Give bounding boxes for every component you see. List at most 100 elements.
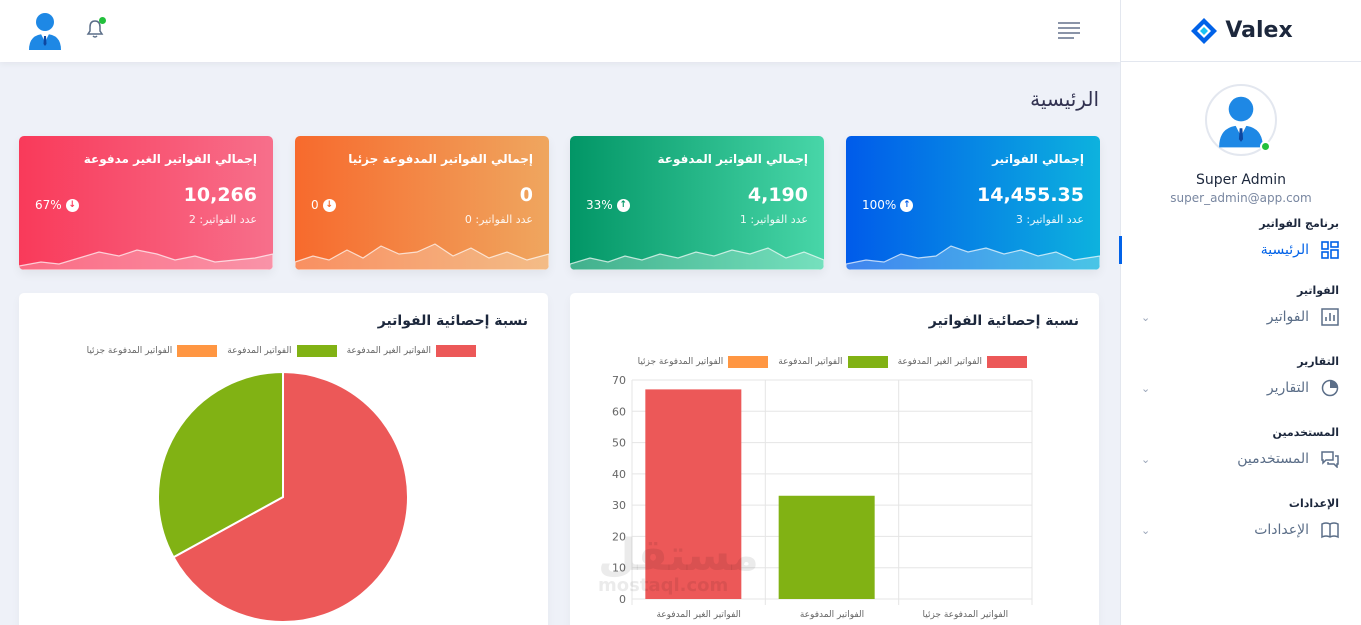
sidebar-nav: برنامج الفواتير الرئيسية الفواتير الفوات… (1119, 217, 1361, 550)
y-tick-label: 20 (612, 530, 626, 543)
watermark-subtext: mostaql.com (598, 575, 729, 596)
chevron-down-icon: ⌄ (1141, 381, 1151, 395)
sparkline (295, 243, 549, 270)
brand-logo[interactable]: Valex (1121, 0, 1361, 62)
card-value: 0 (519, 184, 533, 206)
arrow-up-icon: ↑ (900, 198, 914, 212)
card-percent-text: 0 (311, 198, 319, 212)
sidebar-item-reports[interactable]: التقارير ⌄ (1141, 368, 1339, 408)
stat-card-total[interactable]: إجمالي الفواتير 14,455.35 عدد الفواتير: … (846, 136, 1100, 270)
sparkline (570, 247, 824, 270)
bar-chart-panel: نسبة إحصائية الفواتير الفواتير الغير الم… (570, 293, 1099, 625)
legend-item[interactable]: الفواتير الغير المدفوعة (898, 356, 1027, 368)
stat-card-unpaid[interactable]: إجمالي الفواتير الغير مدفوعة 10,266 عدد … (19, 136, 273, 270)
sidebar-item-home[interactable]: الرئيسية (1119, 230, 1339, 270)
notification-dot (99, 17, 106, 24)
legend-item[interactable]: الفواتير الغير المدفوعة (347, 345, 476, 357)
y-tick-label: 70 (612, 374, 626, 387)
card-percent-text: 100% (862, 198, 897, 212)
bar-chart-icon (1321, 308, 1339, 326)
chevron-down-icon: ⌄ (1141, 523, 1151, 537)
pie-chart-icon (1321, 379, 1339, 397)
pie-slice (157, 370, 284, 559)
card-percent: 33% ↑ (586, 198, 630, 212)
sparkline (846, 245, 1100, 270)
y-tick-label: 60 (612, 405, 626, 418)
sidebar-item-label: المستخدمين (1237, 451, 1309, 467)
watermark: مستقل mostaql.com (598, 530, 759, 596)
notification-bell-icon[interactable] (84, 18, 106, 40)
bar-chart: 0 10 20 30 40 50 60 70 الفواتير الغير المدفوعة ال… (612, 374, 1033, 620)
stat-card-partial[interactable]: إجمالي الفواتير المدفوعة جزئيا 0 عدد الف… (295, 136, 549, 270)
card-percent-text: 33% (586, 198, 613, 212)
card-value: 4,190 (747, 184, 808, 206)
book-icon (1321, 522, 1339, 539)
legend-item[interactable]: الفواتير المدفوعة جزئيا (638, 356, 769, 368)
arrow-down-icon: ↓ (322, 198, 336, 212)
chart-legend: الفواتير الغير المدفوعة الفواتير المدفوع… (87, 345, 476, 357)
sidebar-item-label: الرئيسية (1260, 242, 1309, 258)
legend-label: الفواتير الغير المدفوعة (346, 346, 431, 356)
card-value: 10,266 (183, 184, 257, 206)
online-status-dot (1260, 141, 1271, 152)
sidebar-item-label: التقارير (1266, 380, 1309, 396)
sidebar: Valex Super Admin super_admin@app.com بر… (1119, 0, 1361, 625)
card-percent: 0 ↓ (311, 198, 336, 212)
sidebar-item-settings[interactable]: الإعدادات ⌄ (1141, 510, 1339, 550)
legend-label: الفواتير الغير المدفوعة (897, 357, 982, 367)
sidebar-item-label: الفواتير (1266, 309, 1309, 325)
legend-item[interactable]: الفواتير المدفوعة جزئيا (87, 345, 218, 357)
legend-label: الفواتير المدفوعة جزئيا (86, 346, 173, 356)
arrow-down-icon: ↓ (65, 198, 79, 212)
x-tick-label: الفواتير المدفوعة (800, 610, 864, 620)
chart-title: نسبة إحصائية الفواتير (377, 313, 528, 329)
bar (645, 389, 742, 599)
brand-name: Valex (1225, 18, 1293, 43)
card-value: 14,455.35 (977, 184, 1084, 206)
nav-category: الفواتير (1297, 284, 1339, 297)
chat-icon (1321, 451, 1339, 468)
legend-item[interactable]: الفواتير المدفوعة (227, 345, 337, 357)
legend-item[interactable]: الفواتير المدفوعة (778, 356, 888, 368)
profile-avatar[interactable] (1205, 84, 1277, 156)
card-count: عدد الفواتير: 0 (464, 213, 533, 226)
profile-email: super_admin@app.com (1170, 191, 1312, 205)
chart-title: نسبة إحصائية الفواتير (928, 313, 1079, 329)
pie-chart (157, 370, 409, 623)
watermark-text: مستقل (598, 530, 759, 581)
card-percent: 100% ↑ (862, 198, 914, 212)
user-avatar-icon[interactable] (26, 10, 64, 50)
sidebar-item-users[interactable]: المستخدمين ⌄ (1141, 439, 1339, 479)
page-title: الرئيسية (1030, 87, 1099, 111)
bar (778, 495, 875, 599)
card-count: عدد الفواتير: 3 (1015, 213, 1084, 226)
sparkline (19, 249, 273, 270)
nav-category: التقارير (1297, 355, 1339, 368)
y-tick-label: 50 (612, 437, 626, 450)
card-title: إجمالي الفواتير الغير مدفوعة (83, 152, 257, 166)
profile-name: Super Admin (1195, 172, 1287, 188)
x-tick-label: الفواتير المدفوعة جزئيا (922, 610, 1008, 620)
top-header (0, 0, 1120, 62)
arrow-up-icon: ↑ (616, 198, 630, 212)
pie-slice (172, 370, 409, 623)
legend-label: الفواتير المدفوعة جزئيا (637, 357, 724, 367)
card-title: إجمالي الفواتير (992, 152, 1084, 166)
card-title: إجمالي الفواتير المدفوعة جزئيا (348, 152, 533, 166)
y-tick-label: 10 (612, 562, 626, 575)
nav-category: المستخدمين (1272, 426, 1339, 439)
y-tick-label: 40 (612, 468, 626, 481)
stat-card-paid[interactable]: إجمالي الفواتير المدفوعة 4,190 عدد الفوا… (570, 136, 824, 270)
sidebar-item-invoices[interactable]: الفواتير ⌄ (1141, 297, 1339, 337)
nav-category: برنامج الفواتير (1259, 217, 1339, 230)
card-count: عدد الفواتير: 2 (188, 213, 257, 226)
card-title: إجمالي الفواتير المدفوعة (657, 152, 808, 166)
nav-category: الإعدادات (1288, 497, 1339, 510)
x-tick-label: الفواتير الغير المدفوعة (656, 610, 740, 620)
card-count: عدد الفواتير: 1 (739, 213, 808, 226)
legend-label: الفواتير المدفوعة (778, 357, 843, 367)
card-percent-text: 67% (35, 198, 62, 212)
pie-chart-panel: نسبة إحصائية الفواتير الفواتير الغير الم… (19, 293, 548, 625)
menu-toggle-icon[interactable] (1058, 22, 1080, 40)
sidebar-item-label: الإعدادات (1254, 522, 1309, 538)
